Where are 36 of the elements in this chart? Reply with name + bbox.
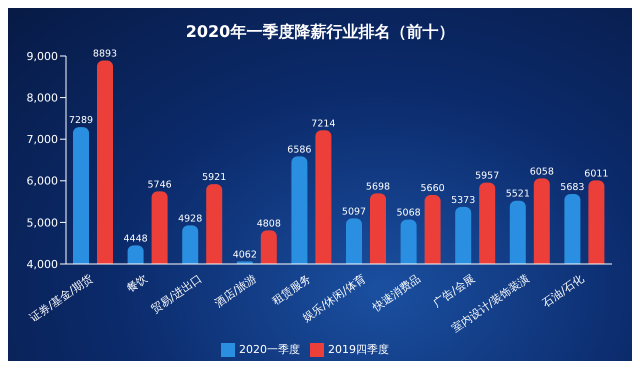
x-tick-label: 贸易/进出口	[148, 272, 204, 316]
x-tick-label: 证券/基金/期货	[27, 272, 96, 325]
data-label: 5698	[366, 181, 390, 192]
data-label: 4808	[256, 218, 281, 230]
data-label: 5957	[475, 170, 500, 182]
y-tick-label: 5,000	[26, 216, 58, 230]
y-tick-label: 9,000	[26, 50, 58, 63]
data-label: 6011	[584, 168, 608, 180]
data-label: 5746	[148, 179, 172, 190]
data-label: 5660	[420, 182, 445, 194]
y-tick-label: 4,000	[26, 258, 58, 271]
legend-label: 2019四季度	[328, 343, 389, 356]
data-label: 5683	[560, 182, 584, 193]
data-label: 5097	[342, 206, 366, 218]
y-tick-label: 7,000	[26, 133, 58, 146]
data-label: 5373	[451, 194, 476, 206]
x-tick-label: 租赁服务	[270, 272, 314, 308]
x-tick-label: 石油/石化	[540, 272, 586, 310]
legend-label: 2020一季度	[239, 343, 300, 356]
data-label: 8893	[92, 48, 118, 60]
data-label: 5921	[202, 172, 226, 184]
data-label: 7289	[68, 115, 94, 126]
y-tick-label: 6,000	[26, 174, 58, 188]
data-label: 6586	[287, 144, 312, 156]
x-tick-label: 酒店/旅游	[212, 272, 259, 310]
y-tick-label: 8,000	[26, 92, 58, 105]
data-label: 4062	[232, 249, 257, 260]
x-tick-label: 快速消费品	[369, 272, 423, 315]
data-label: 7214	[311, 118, 336, 130]
chart-title: 2020年一季度降薪行业排名（前十）	[184, 22, 456, 43]
data-label: 4448	[124, 233, 148, 244]
data-label: 6058	[530, 166, 554, 178]
data-label: 5521	[506, 188, 530, 200]
x-tick-label: 餐饮	[124, 272, 150, 296]
data-label: 4928	[178, 213, 202, 224]
data-label: 5068	[396, 208, 421, 219]
